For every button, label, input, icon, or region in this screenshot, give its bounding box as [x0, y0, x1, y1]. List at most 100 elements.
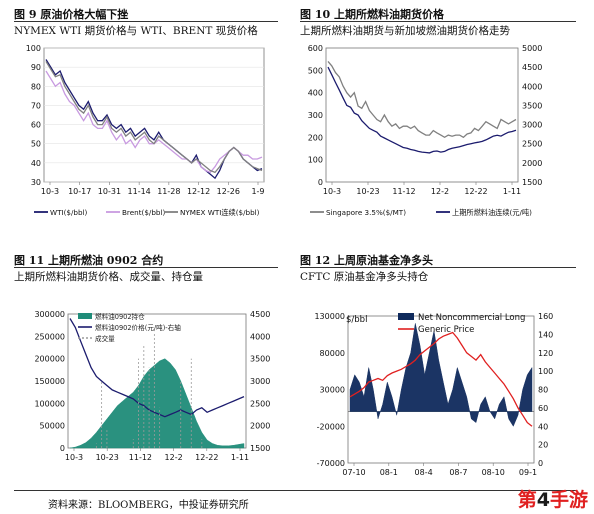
series-1-area: [349, 323, 533, 427]
y-tick-label: 0: [318, 178, 323, 187]
chart-2-svg: 0 100 200 300 400 500 600 1500 2000 2500 3000 3500 4…: [308, 44, 543, 217]
x-tick-label: 10-31: [98, 187, 121, 196]
x-tick-label: 10-3: [323, 187, 341, 196]
series-2-line: [327, 66, 517, 154]
y-tick-label: 100: [308, 156, 323, 165]
series-3-line: [45, 61, 263, 174]
y2-tick-label: 4000: [250, 332, 270, 341]
plot-frame: [325, 47, 519, 183]
y-tick-label: 40: [31, 159, 41, 168]
y2-tick-label: 140: [538, 330, 553, 339]
panel-4-rule: [300, 267, 576, 268]
y-tick-label: -20000: [317, 422, 345, 431]
y2-tick-label: 3500: [250, 355, 270, 364]
panel-1-title: 图 9 原油价格大幅下挫: [14, 8, 129, 21]
y2-tick-label: 100: [538, 367, 553, 376]
x-tick-label: 11-14: [128, 187, 151, 196]
x-tick-label: 10-17: [68, 187, 91, 196]
y-tick-label: 100: [26, 44, 41, 53]
y2-tick-label: 40: [538, 422, 548, 431]
x-tick-label: 12-22: [195, 453, 218, 462]
y-tick-label: 200000: [34, 355, 65, 364]
x-tick-label: 1-11: [503, 187, 521, 196]
watermark-logo: 第4手游: [518, 485, 588, 512]
x-tick-label: 12-2: [431, 187, 449, 196]
y-tick-label: 30000: [320, 386, 345, 395]
y2-tick-label: 2000: [522, 159, 542, 168]
plot-frame: [43, 47, 265, 183]
y2-tick-label: 20: [538, 441, 548, 450]
footer-rule: [14, 490, 576, 491]
plot-frame: [347, 315, 535, 464]
x-tick-label: 12-12: [187, 187, 210, 196]
y2-tick-label: 3500: [522, 101, 542, 110]
legend-swatch: [78, 313, 92, 319]
y-tick-label: 150000: [34, 377, 65, 386]
panel-4-subtitle: CFTC 原油基金净多头持仓: [300, 271, 429, 283]
legend-label: Singapore 3.5%($/MT): [326, 208, 406, 217]
watermark-post: 手游: [549, 489, 588, 511]
y-tick-label: 300000: [34, 310, 65, 319]
x-tick-label: 10-3: [65, 453, 83, 462]
chart-3-svg: 0 50000 100000 150000 200000 250000 300000 1500…: [34, 310, 270, 462]
x-tick-label: 08-4: [415, 468, 433, 477]
y2-tick-label: 5000: [522, 44, 542, 53]
y2-tick-label: 80: [538, 386, 548, 395]
panel-1-subtitle: NYMEX WTI 期货价格与 WTI、BRENT 现货价格: [14, 25, 258, 37]
series-2-line: [69, 318, 245, 418]
legend-swatch: [398, 313, 414, 320]
y2-tick-label: 120: [538, 349, 553, 358]
y2-tick-label: 4500: [250, 310, 270, 319]
legend-label: 燃料油0902价格(元/吨)-右轴: [95, 323, 181, 332]
y-tick-label: 200: [308, 133, 323, 142]
panel-2-rule: [300, 21, 576, 22]
y2-tick-label: 2000: [250, 422, 270, 431]
y2-tick-label: 3000: [250, 377, 270, 386]
legend-label: Net Noncommercial Long: [418, 313, 525, 323]
y-tick-label: 130000: [314, 312, 345, 321]
legend-label: 成交量: [95, 334, 115, 343]
x-tick-label: 08-10: [482, 468, 505, 477]
y-tick-label: 50: [31, 140, 41, 149]
y-tick-label: 100000: [34, 399, 65, 408]
x-tick-label: 12-2: [165, 453, 183, 462]
y2-tick-label: 1500: [522, 178, 542, 187]
x-tick-label: 10-3: [41, 187, 59, 196]
panel-3-subtitle: 上期所燃料油期货价格、成交量、持仓量: [14, 271, 203, 283]
legend-label: Generic Price: [418, 325, 474, 335]
y-tick-label: 80: [31, 82, 41, 91]
legend-label: Brent($/bbl): [122, 208, 165, 217]
series-1-area: [69, 358, 245, 449]
series-1-line: [45, 59, 263, 180]
series-1-line: [327, 60, 517, 139]
x-tick-label: 10-23: [96, 453, 119, 462]
panel-3-rule: [14, 267, 278, 268]
x-tick-label: 11-12: [129, 453, 152, 462]
y-tick-label: 0: [60, 444, 65, 453]
y-tick-label: 400: [308, 89, 323, 98]
y2-tick-label: 2500: [522, 140, 542, 149]
y-tick-label: 80000: [320, 349, 345, 358]
x-tick-label: 08-1: [380, 468, 398, 477]
panel-3-title: 图 11 上期所燃油 0902 合约: [14, 254, 164, 267]
y2-tick-label: 4000: [522, 82, 542, 91]
panel-4-title: 图 12 上周原油基金净多头: [300, 254, 433, 267]
x-tick-label: 1-9: [251, 187, 264, 196]
x-tick-label: 12-22: [464, 187, 487, 196]
legend-label: NYMEX WTI连续($/bbl): [180, 208, 260, 217]
x-tick-label: 11-12: [392, 187, 415, 196]
x-tick-label: 1-11: [231, 453, 249, 462]
watermark-pre: 第: [517, 489, 537, 511]
y2-tick-label: 3000: [522, 121, 542, 130]
legend-label: 燃料油0902持仓: [95, 312, 145, 321]
x-tick-label: 09-1: [519, 468, 537, 477]
x-tick-label: 12-26: [217, 187, 240, 196]
y-tick-label: 600: [308, 44, 323, 53]
legend-label: WTI($/bbl): [50, 208, 88, 217]
y-tick-label: 500: [308, 66, 323, 75]
panel-1-rule: [14, 21, 278, 22]
y-tick-label: 70: [31, 101, 41, 110]
y2-tick-label: 4500: [522, 63, 542, 72]
y-axis-label: $/bbl: [346, 315, 367, 325]
series-2-line: [349, 331, 533, 427]
